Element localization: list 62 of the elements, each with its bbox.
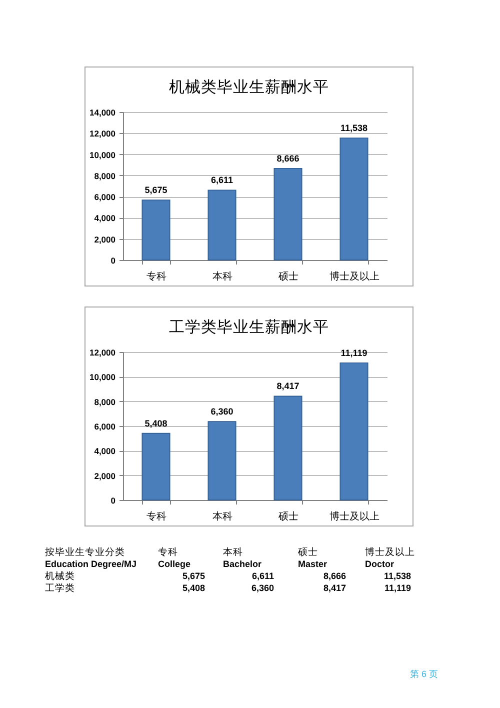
category-label: 专科 xyxy=(158,546,178,558)
x-tick-label: 专科 xyxy=(146,270,166,282)
text: 5,675 xyxy=(182,571,205,581)
x-tick-label: 本科 xyxy=(212,270,232,282)
category-label: 工学类 xyxy=(45,584,75,594)
y-tick-label: 6,000 xyxy=(94,422,116,432)
bar xyxy=(142,432,170,500)
category-label: 博士及以上 xyxy=(365,546,415,558)
bar xyxy=(142,200,170,260)
y-tick-label: 4,000 xyxy=(94,213,116,224)
text: 11,119 xyxy=(384,583,411,593)
text: College xyxy=(158,559,191,569)
x-tick-label: 专科 xyxy=(146,510,166,522)
y-tick-label: 12,000 xyxy=(90,128,116,139)
data-label: 8,666 xyxy=(276,153,300,164)
x-tick-label: 博士及以上 xyxy=(330,510,380,522)
bar xyxy=(208,421,236,500)
y-tick-label: 14,000 xyxy=(90,108,116,118)
data-label: 5,408 xyxy=(144,418,168,428)
text: 11,538 xyxy=(384,571,411,581)
data-label: 6,611 xyxy=(210,175,234,186)
text: 按毕业生专业分类 xyxy=(45,546,125,558)
category-label: 硕士 xyxy=(297,546,318,558)
x-tick-label: 硕士 xyxy=(278,510,298,522)
chart-title: 工学类毕业生薪酬水平 xyxy=(169,318,329,336)
bar xyxy=(340,138,368,260)
y-tick-label: 6,000 xyxy=(94,192,116,202)
y-tick-label: 2,000 xyxy=(94,470,116,481)
data-label: 8,417 xyxy=(276,381,300,392)
bar xyxy=(274,396,302,500)
text: Master xyxy=(298,559,328,569)
y-tick-label: 4,000 xyxy=(94,446,116,456)
text: Doctor xyxy=(365,559,394,569)
category-label: 本科 xyxy=(223,546,243,558)
y-tick-label: 10,000 xyxy=(90,150,116,160)
bar xyxy=(208,190,236,260)
category-label: 机械类 xyxy=(45,572,75,582)
text: 8,666 xyxy=(323,571,346,581)
text: 6,360 xyxy=(251,583,274,593)
text: 第 6 页 xyxy=(410,669,438,679)
text: Bachelor xyxy=(223,559,262,569)
x-tick-label: 本科 xyxy=(212,510,232,522)
y-tick-label: 8,000 xyxy=(94,170,116,181)
y-tick-label: 0 xyxy=(110,496,116,506)
data-label: 11,119 xyxy=(340,348,368,358)
text: Education Degree/MJ xyxy=(45,559,137,569)
data-label: 5,675 xyxy=(144,185,168,196)
bar xyxy=(340,362,368,500)
y-tick-label: 12,000 xyxy=(90,348,116,358)
y-tick-label: 0 xyxy=(110,256,116,266)
y-tick-label: 8,000 xyxy=(94,396,116,407)
data-label: 11,538 xyxy=(340,123,368,134)
text: 8,417 xyxy=(323,583,346,593)
y-tick-label: 2,000 xyxy=(94,234,116,244)
data-label: 6,360 xyxy=(210,406,234,417)
text: 6,611 xyxy=(252,571,274,581)
text: 5,408 xyxy=(182,583,205,593)
y-tick-label: 10,000 xyxy=(90,372,116,382)
x-tick-label: 博士及以上 xyxy=(330,270,380,282)
x-tick-label: 硕士 xyxy=(278,270,298,282)
chart-title: 机械类毕业生薪酬水平 xyxy=(169,78,329,96)
bar xyxy=(274,168,302,260)
